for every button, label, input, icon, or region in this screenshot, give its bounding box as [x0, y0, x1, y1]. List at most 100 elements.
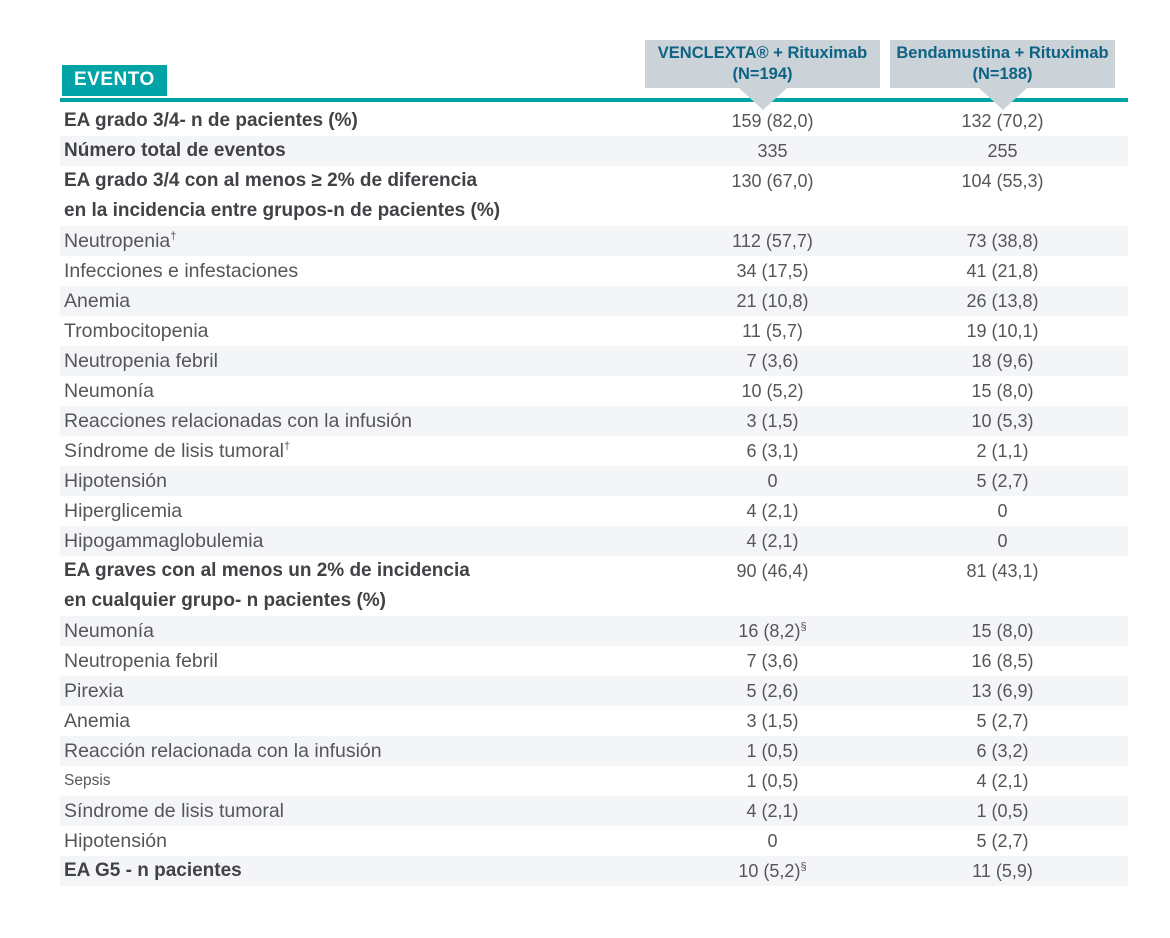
row-label: Anemia	[64, 710, 131, 732]
row-value-bendamustina: 132 (70,2)	[961, 111, 1044, 131]
table-row: Síndrome de lisis tumoral† 6 (3,1) 2 (1,…	[60, 436, 1128, 466]
table-row: Neutropenia† 112 (57,7) 73 (38,8)	[60, 226, 1128, 256]
row-label: Trombocitopenia	[64, 320, 209, 342]
row-value-venclexta: 4 (2,1)	[746, 501, 799, 521]
row-label: Reacciones relacionadas con la infusión	[64, 410, 412, 432]
row-value-bendamustina: 5 (2,7)	[976, 831, 1029, 851]
row-value-venclexta: 90 (46,4)	[736, 561, 809, 581]
row-value-bendamustina: 18 (9,6)	[971, 351, 1034, 371]
table-row: Trombocitopenia 11 (5,7) 19 (10,1)	[60, 316, 1128, 346]
row-value-bendamustina: 4 (2,1)	[976, 771, 1029, 791]
row-value-bendamustina: 11 (5,9)	[972, 861, 1033, 881]
table-row: Hiperglicemia 4 (2,1) 0	[60, 496, 1128, 526]
table-row: EA grado 3/4 con al menos ≥ 2% de difere…	[60, 166, 1128, 226]
row-value-venclexta: 1 (0,5)	[746, 741, 799, 761]
row-value-venclexta: 5 (2,6)	[746, 681, 799, 701]
row-value-bendamustina: 104 (55,3)	[961, 171, 1044, 191]
row-value-bendamustina: 2 (1,1)	[976, 441, 1029, 461]
row-value-bendamustina: 0	[997, 501, 1008, 521]
row-value-venclexta: 11 (5,7)	[742, 321, 803, 341]
row-label: Número total de eventos	[64, 140, 286, 161]
row-label: Hipotensión	[64, 470, 167, 492]
table-row: EA G5 - n pacientes 10 (5,2)§ 11 (5,9)	[60, 856, 1128, 886]
row-label: Neumonía	[64, 380, 154, 402]
table-row: Hipogammaglobulemia 4 (2,1) 0	[60, 526, 1128, 556]
row-value-bendamustina: 15 (8,0)	[971, 621, 1034, 641]
row-label: Hipogammaglobulemia	[64, 530, 264, 552]
row-label: Neutropenia febril	[64, 650, 218, 672]
row-value-bendamustina: 5 (2,7)	[976, 471, 1029, 491]
row-value-bendamustina: 13 (6,9)	[971, 681, 1034, 701]
row-value-venclexta: 16 (8,2)§	[738, 621, 807, 641]
row-label: Neumonía	[64, 620, 154, 642]
table-row: Anemia 3 (1,5) 5 (2,7)	[60, 706, 1128, 736]
row-value-bendamustina: 0	[997, 531, 1008, 551]
row-value-bendamustina: 73 (38,8)	[966, 231, 1039, 251]
table-row: Hipotensión 0 5 (2,7)	[60, 466, 1128, 496]
table-row: Neumonía 10 (5,2) 15 (8,0)	[60, 376, 1128, 406]
row-label: Hipotensión	[64, 830, 167, 852]
table-header: EVENTO VENCLEXTA® + Rituximab (N=194) Be…	[60, 35, 1128, 106]
row-value-venclexta: 3 (1,5)	[746, 711, 799, 731]
row-label: EA grado 3/4- n de pacientes (%)	[64, 110, 358, 131]
row-label: EA grado 3/4 con al menos ≥ 2% de difere…	[60, 166, 655, 226]
table-row: Sepsis 1 (0,5) 4 (2,1)	[60, 766, 1128, 796]
row-label: Infecciones e infestaciones	[64, 260, 299, 282]
column-header-bendamustina: Bendamustina + Rituximab (N=188)	[890, 40, 1115, 88]
row-label: Pirexia	[64, 680, 124, 702]
table-row: Número total de eventos 335 255	[60, 136, 1128, 166]
table-body: EA grado 3/4- n de pacientes (%) 159 (82…	[60, 106, 1128, 886]
row-label: EA G5 - n pacientes	[64, 860, 242, 881]
row-value-venclexta: 10 (5,2)	[741, 381, 804, 401]
table-row: Reacciones relacionadas con la infusión …	[60, 406, 1128, 436]
adverse-events-table: EVENTO VENCLEXTA® + Rituximab (N=194) Be…	[60, 35, 1128, 886]
table-row: Pirexia 5 (2,6) 13 (6,9)	[60, 676, 1128, 706]
row-value-venclexta: 1 (0,5)	[746, 771, 799, 791]
column-header-bendamustina-n: (N=188)	[972, 65, 1033, 83]
column-header-bendamustina-name: Bendamustina + Rituximab	[896, 43, 1109, 62]
row-label: Síndrome de lisis tumoral†	[64, 440, 291, 462]
row-value-venclexta: 0	[767, 831, 778, 851]
row-label: Neutropenia febril	[64, 350, 218, 372]
table-row: EA graves con al menos un 2% de incidenc…	[60, 556, 1128, 616]
row-label: EA graves con al menos un 2% de incidenc…	[60, 556, 655, 616]
row-value-bendamustina: 6 (3,2)	[976, 741, 1029, 761]
row-value-bendamustina: 5 (2,7)	[976, 711, 1029, 731]
column-header-venclexta-name: VENCLEXTA® + Rituximab	[657, 43, 868, 62]
row-value-bendamustina: 81 (43,1)	[966, 561, 1039, 581]
row-value-bendamustina: 255	[987, 141, 1018, 161]
header-divider-rule	[60, 98, 1128, 102]
row-value-venclexta: 7 (3,6)	[746, 651, 799, 671]
table-row: EA grado 3/4- n de pacientes (%) 159 (82…	[60, 106, 1128, 136]
row-value-venclexta: 21 (10,8)	[736, 291, 809, 311]
row-value-bendamustina: 16 (8,5)	[971, 651, 1034, 671]
evento-header-label: EVENTO	[62, 65, 167, 96]
table-row: Anemia 21 (10,8) 26 (13,8)	[60, 286, 1128, 316]
table-row: Neumonía 16 (8,2)§ 15 (8,0)	[60, 616, 1128, 646]
row-value-bendamustina: 41 (21,8)	[966, 261, 1039, 281]
row-value-venclexta: 4 (2,1)	[746, 531, 799, 551]
row-value-venclexta: 159 (82,0)	[731, 111, 814, 131]
table-row: Neutropenia febril 7 (3,6) 18 (9,6)	[60, 346, 1128, 376]
row-value-bendamustina: 19 (10,1)	[966, 321, 1039, 341]
row-label: Sepsis	[64, 772, 111, 789]
row-label: Síndrome de lisis tumoral	[64, 800, 285, 822]
row-label: Reacción relacionada con la infusión	[64, 740, 382, 762]
row-value-bendamustina: 10 (5,3)	[971, 411, 1034, 431]
table-row: Hipotensión 0 5 (2,7)	[60, 826, 1128, 856]
row-value-venclexta: 112 (57,7)	[732, 231, 813, 251]
table-row: Reacción relacionada con la infusión 1 (…	[60, 736, 1128, 766]
row-label-line2: en cualquier grupo- n pacientes (%)	[64, 590, 386, 611]
row-value-venclexta: 7 (3,6)	[746, 351, 799, 371]
row-value-venclexta: 0	[767, 471, 778, 491]
row-value-venclexta: 34 (17,5)	[736, 261, 809, 281]
table-row: Neutropenia febril 7 (3,6) 16 (8,5)	[60, 646, 1128, 676]
row-value-venclexta: 130 (67,0)	[731, 171, 814, 191]
row-value-bendamustina: 26 (13,8)	[966, 291, 1039, 311]
row-value-venclexta: 4 (2,1)	[746, 801, 799, 821]
row-label: Hiperglicemia	[64, 500, 183, 522]
column-header-venclexta-n: (N=194)	[732, 65, 793, 83]
row-label: Anemia	[64, 290, 131, 312]
row-value-bendamustina: 15 (8,0)	[971, 381, 1034, 401]
